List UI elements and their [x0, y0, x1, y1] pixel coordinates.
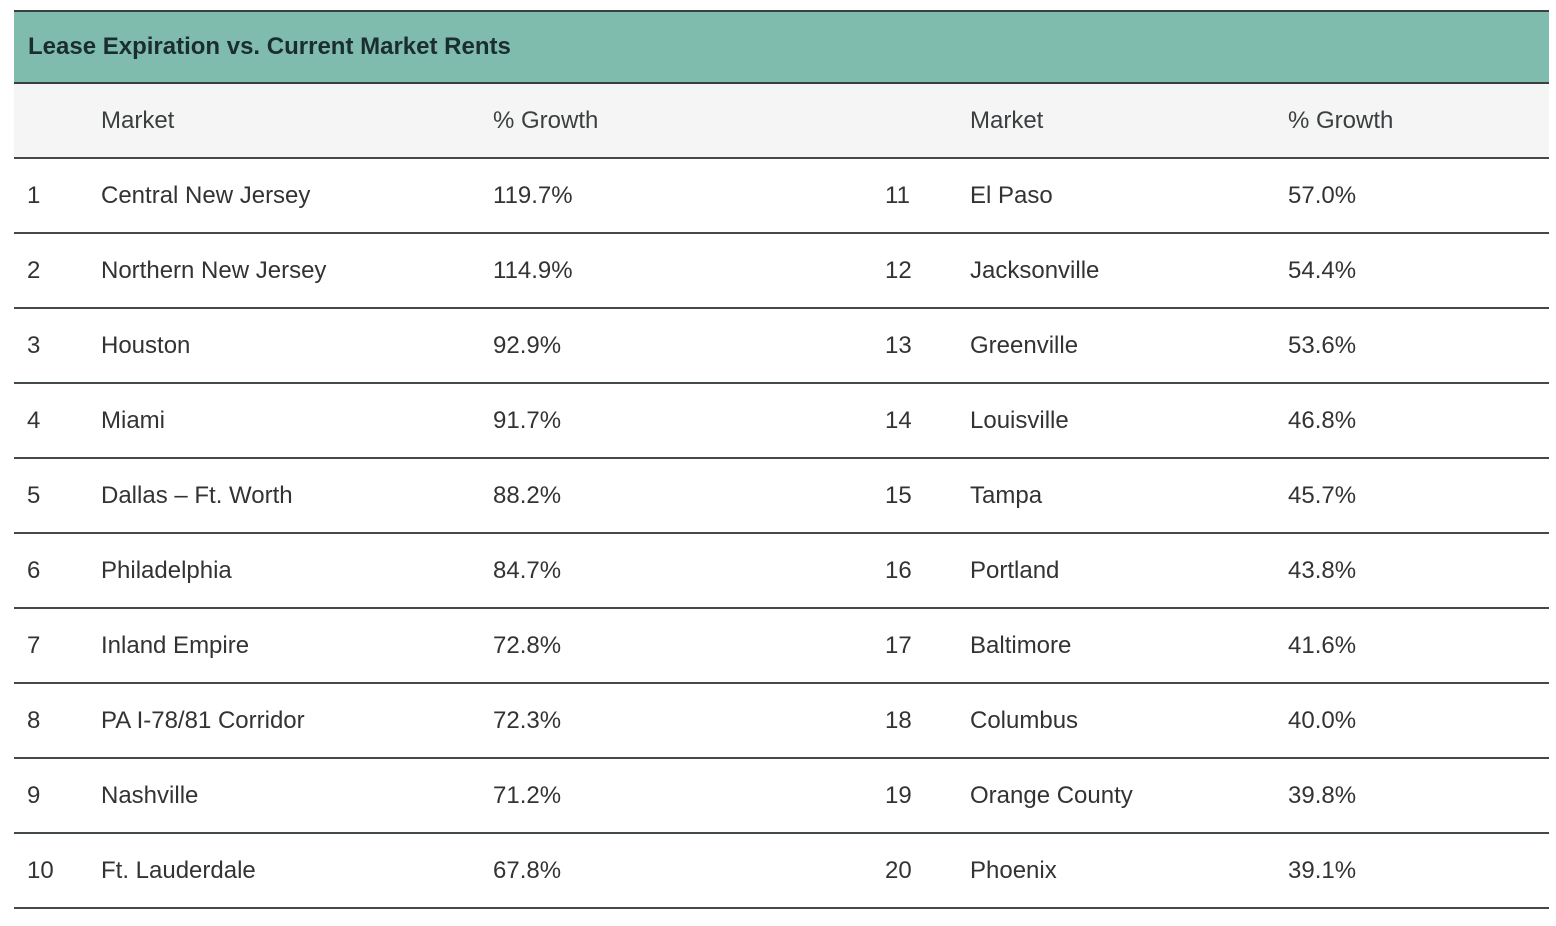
growth-right-cell: 46.8% [1288, 406, 1357, 434]
market-right-cell: Phoenix [970, 856, 1057, 884]
header-growth-right: % Growth [1288, 106, 1394, 134]
market-left-cell: Inland Empire [101, 631, 250, 659]
market-right-cell: Portland [970, 556, 1060, 584]
rank-left-cell: 6 [27, 556, 41, 584]
table-row: 8 PA I-78/81 Corridor 72.3% 18 Columbus 40.0% [14, 684, 1549, 759]
growth-right-cell: 53.6% [1288, 331, 1357, 359]
market-right-cell: El Paso [970, 181, 1053, 209]
rank-left-cell: 2 [27, 256, 41, 284]
market-left-cell: Northern New Jersey [101, 256, 327, 284]
rank-left-cell: 8 [27, 706, 41, 734]
table-row: 3 Houston 92.9% 13 Greenville 53.6% [14, 309, 1549, 384]
table-title-bar: Lease Expiration vs. Current Market Rent… [14, 10, 1549, 84]
growth-left-cell: 119.7% [493, 181, 573, 209]
table-row: 6 Philadelphia 84.7% 16 Portland 43.8% [14, 534, 1549, 609]
header-market-right: Market [970, 106, 1044, 134]
rank-left-cell: 10 [27, 856, 54, 884]
rank-left-cell: 3 [27, 331, 41, 359]
rank-right-cell: 12 [885, 256, 912, 284]
rank-right-cell: 17 [885, 631, 912, 659]
rank-right-cell: 16 [885, 556, 912, 584]
growth-right-cell: 39.1% [1288, 856, 1357, 884]
growth-left-cell: 72.8% [493, 631, 562, 659]
growth-right-cell: 40.0% [1288, 706, 1357, 734]
growth-left-cell: 72.3% [493, 706, 562, 734]
lease-expiration-table: Lease Expiration vs. Current Market Rent… [14, 10, 1549, 909]
table-row: 10 Ft. Lauderdale 67.8% 20 Phoenix 39.1% [14, 834, 1549, 909]
market-right-cell: Louisville [970, 406, 1069, 434]
table-row: 1 Central New Jersey 119.7% 11 El Paso 57.0% [14, 159, 1549, 234]
growth-right-cell: 45.7% [1288, 481, 1357, 509]
market-right-cell: Orange County [970, 781, 1133, 809]
rank-right-cell: 18 [885, 706, 912, 734]
rank-right-cell: 13 [885, 331, 912, 359]
rank-left-cell: 9 [27, 781, 41, 809]
growth-left-cell: 92.9% [493, 331, 562, 359]
market-left-cell: Nashville [101, 781, 199, 809]
table-body: 1 Central New Jersey 119.7% 11 El Paso 57.0% 2… [14, 159, 1549, 909]
growth-left-cell: 88.2% [493, 481, 562, 509]
growth-right-cell: 57.0% [1288, 181, 1357, 209]
market-right-cell: Greenville [970, 331, 1079, 359]
header-market-left: Market [101, 106, 175, 134]
table-row: 9 Nashville 71.2% 19 Orange County 39.8% [14, 759, 1549, 834]
growth-right-cell: 39.8% [1288, 781, 1357, 809]
growth-left-cell: 67.8% [493, 856, 562, 884]
table-row: 5 Dallas – Ft. Worth 88.2% 15 Tampa 45.7% [14, 459, 1549, 534]
market-left-cell: Philadelphia [101, 556, 232, 584]
rank-right-cell: 11 [885, 181, 910, 209]
growth-left-cell: 91.7% [493, 406, 562, 434]
rank-right-cell: 15 [885, 481, 912, 509]
rank-right-cell: 19 [885, 781, 912, 809]
growth-left-cell: 84.7% [493, 556, 562, 584]
market-right-cell: Tampa [970, 481, 1043, 509]
market-left-cell: Houston [101, 331, 191, 359]
rank-left-cell: 1 [27, 181, 41, 209]
table-row: 2 Northern New Jersey 114.9% 12 Jacksonville… [14, 234, 1549, 309]
market-right-cell: Baltimore [970, 631, 1072, 659]
growth-left-cell: 71.2% [493, 781, 562, 809]
growth-right-cell: 43.8% [1288, 556, 1357, 584]
market-left-cell: Ft. Lauderdale [101, 856, 256, 884]
table-header-row: Market % Growth Market % Growth [14, 84, 1549, 159]
market-left-cell: Central New Jersey [101, 181, 311, 209]
rank-right-cell: 14 [885, 406, 912, 434]
market-right-cell: Jacksonville [970, 256, 1100, 284]
rank-left-cell: 7 [27, 631, 41, 659]
market-left-cell: Miami [101, 406, 165, 434]
header-growth-left: % Growth [493, 106, 599, 134]
market-left-cell: Dallas – Ft. Worth [101, 481, 293, 509]
rank-left-cell: 4 [27, 406, 41, 434]
growth-right-cell: 54.4% [1288, 256, 1357, 284]
growth-right-cell: 41.6% [1288, 631, 1357, 659]
table-row: 4 Miami 91.7% 14 Louisville 46.8% [14, 384, 1549, 459]
growth-left-cell: 114.9% [493, 256, 573, 284]
rank-left-cell: 5 [27, 481, 41, 509]
market-right-cell: Columbus [970, 706, 1079, 734]
market-left-cell: PA I-78/81 Corridor [101, 706, 305, 734]
table-row: 7 Inland Empire 72.8% 17 Baltimore 41.6% [14, 609, 1549, 684]
rank-right-cell: 20 [885, 856, 912, 884]
table-title: Lease Expiration vs. Current Market Rent… [28, 33, 511, 60]
